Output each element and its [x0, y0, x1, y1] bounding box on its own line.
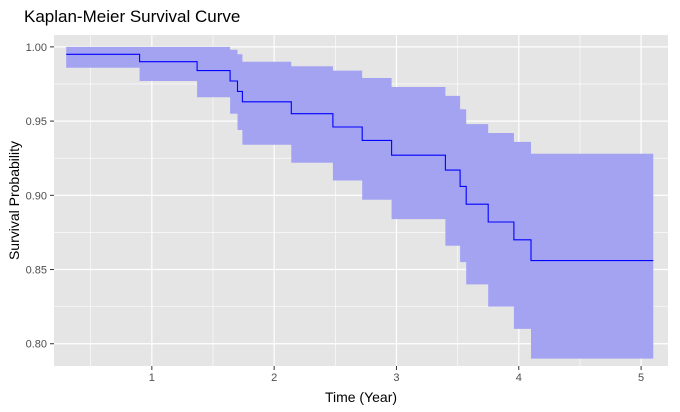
x-tick-label: 2 [271, 372, 277, 384]
y-tick-label: 1.00 [26, 42, 47, 54]
confidence-band [66, 46, 654, 359]
y-axis: 0.80 0.85 0.90 0.95 1.00 [26, 42, 54, 351]
y-tick-label: 0.80 [26, 339, 47, 351]
x-axis: 1 2 3 4 5 [149, 366, 644, 384]
y-tick-label: 0.95 [26, 116, 47, 128]
survival-curve [66, 53, 654, 262]
x-tick-label: 5 [638, 372, 644, 384]
major-gridlines [54, 35, 668, 366]
y-axis-title: Survival Probability [6, 141, 22, 260]
x-tick-label: 1 [149, 372, 155, 384]
y-tick-label: 0.90 [26, 190, 47, 202]
x-tick-label: 4 [516, 372, 522, 384]
x-tick-label: 3 [393, 372, 399, 384]
y-tick-label: 0.85 [26, 265, 47, 277]
chart-title: Kaplan-Meier Survival Curve [24, 7, 240, 26]
x-axis-title: Time (Year) [325, 389, 397, 405]
survival-curve-layer [66, 53, 654, 262]
confidence-band-layer [66, 46, 654, 359]
